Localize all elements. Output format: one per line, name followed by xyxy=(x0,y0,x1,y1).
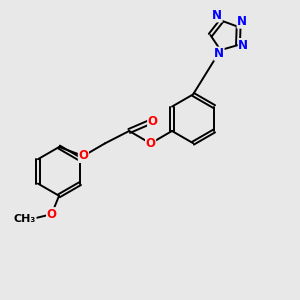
Text: O: O xyxy=(146,137,156,150)
Text: N: N xyxy=(214,47,224,60)
Text: N: N xyxy=(237,15,247,28)
Text: N: N xyxy=(212,9,222,22)
Text: CH₃: CH₃ xyxy=(14,214,36,224)
Text: O: O xyxy=(78,149,88,162)
Text: O: O xyxy=(148,115,158,128)
Text: O: O xyxy=(46,208,57,221)
Text: N: N xyxy=(238,39,248,52)
